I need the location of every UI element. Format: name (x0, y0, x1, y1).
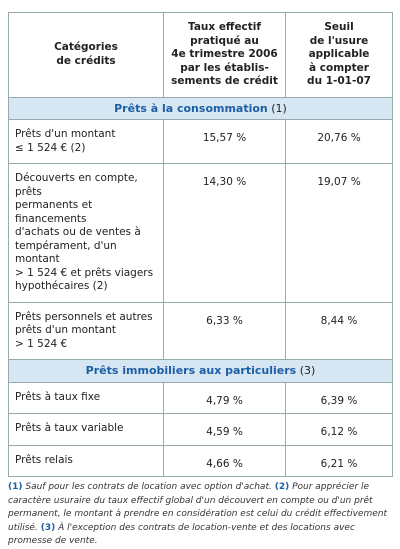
category-line: permanents et financements (15, 199, 93, 225)
footnote-text: À l'exception des contrats de location-v… (8, 522, 355, 547)
data-row: Prêts à taux variable 4,59 % 6,12 % (8, 413, 393, 446)
section-row: Prêts à la consommation (1) (8, 96, 393, 120)
header-line: de l'usure (309, 34, 369, 47)
header-cell: Taux effectif pratiqué au 4e trimestre 200… (163, 12, 286, 98)
footnote-marker: (3) (40, 522, 56, 533)
data-row: Prêts d'un montant ≤ 1 524 € (2) 15,57 % 20… (8, 119, 393, 164)
rate-cell: 15,57 % (163, 119, 286, 164)
footnote-marker: (2) (274, 482, 290, 492)
section-row: Prêts immobiliers aux particuliers (3) (8, 359, 393, 383)
data-row: Découverts en compte, prêts permanents et… (8, 163, 393, 303)
section-cell: Prêts immobiliers aux particuliers (3) (8, 359, 393, 383)
header-cell: Seuil de l'usure applicable à compter du 1-0… (285, 12, 393, 98)
section-note: (1) (271, 101, 287, 115)
header-line: sements de crédit (171, 75, 278, 87)
category-line: tempérament, d'un montant (15, 239, 117, 266)
category-line: Prêts à taux fixe (15, 390, 101, 403)
footnotes: (1) Sauf pour les contrats de location a… (8, 481, 392, 549)
rate-cell: 4,59 % (163, 413, 286, 446)
footnote-marker: (1) (8, 482, 23, 492)
category-cell: Prêts relais (8, 444, 164, 477)
header-row: Catégories de crédits Taux effectif pratiqu… (8, 12, 393, 98)
section-note: (3) (299, 364, 316, 377)
rate-cell: 4,66 % (163, 444, 286, 477)
category-line: > 1 524 € (15, 337, 68, 350)
category-cell: Prêts à taux variable (8, 413, 164, 446)
threshold-cell: 8,44 % (285, 301, 393, 360)
section-cell: Prêts à la consommation (1) (8, 96, 393, 120)
header-line: 4e trimestre 2006 (171, 48, 278, 60)
page: Catégories de crédits Taux effectif pratiqu… (8, 12, 393, 546)
category-line: d'achats ou de ventes à (15, 226, 141, 238)
category-line: > 1 524 € et prêts viagers (15, 266, 154, 279)
threshold-cell: 6,39 % (285, 381, 393, 414)
category-line: Prêts personnels et autres (15, 310, 153, 323)
data-row: Prêts à taux fixe 4,79 % 6,39 % (8, 381, 393, 414)
category-line: Prêts relais (15, 453, 73, 466)
header-cell: Catégories de crédits (8, 12, 164, 98)
category-line: Prêts d'un montant (15, 128, 116, 140)
category-line: prêts d'un montant (15, 324, 116, 336)
data-row: Prêts personnels et autres prêts d'un mon… (8, 301, 393, 360)
threshold-cell: 6,21 % (285, 444, 393, 477)
section-title: Prêts immobiliers aux particuliers (85, 364, 297, 377)
section-title: Prêts à la consommation (114, 101, 268, 115)
header-line: par les établis- (180, 61, 269, 74)
header-line: Catégories (54, 41, 118, 54)
category-cell: Prêts à taux fixe (8, 381, 164, 414)
category-line: hypothécaires (2) (15, 280, 108, 292)
threshold-cell: 20,76 % (285, 119, 393, 164)
category-cell: Prêts d'un montant ≤ 1 524 € (2) (8, 119, 164, 164)
rate-cell: 6,33 % (163, 301, 286, 360)
category-line: Découverts en compte, prêts (15, 172, 138, 198)
rate-cell: 14,30 % (163, 163, 286, 303)
rate-cell: 4,79 % (163, 381, 286, 414)
threshold-cell: 6,12 % (285, 413, 393, 446)
rate-table: Catégories de crédits Taux effectif pratiqu… (8, 12, 393, 477)
category-cell: Découverts en compte, prêts permanents et… (8, 163, 164, 303)
category-line: ≤ 1 524 € (2) (15, 141, 86, 154)
category-cell: Prêts personnels et autres prêts d'un mon… (8, 301, 164, 360)
header-line: applicable (308, 48, 370, 60)
header-line: Taux effectif (188, 21, 261, 33)
header-line: pratiqué au (190, 34, 259, 47)
document: Catégories de crédits Taux effectif pratiqu… (8, 12, 393, 549)
category-line: Prêts à taux variable (15, 422, 124, 434)
threshold-cell: 19,07 % (285, 163, 393, 303)
header-line: du 1-01-07 (307, 75, 371, 87)
footnote-text: Sauf pour les contrats de location avec … (25, 482, 272, 492)
header-line: de crédits (56, 54, 116, 67)
data-row: Prêts relais 4,66 % 6,21 % (8, 444, 393, 477)
header-line: Seuil (324, 21, 354, 33)
header-line: à compter (309, 61, 369, 74)
